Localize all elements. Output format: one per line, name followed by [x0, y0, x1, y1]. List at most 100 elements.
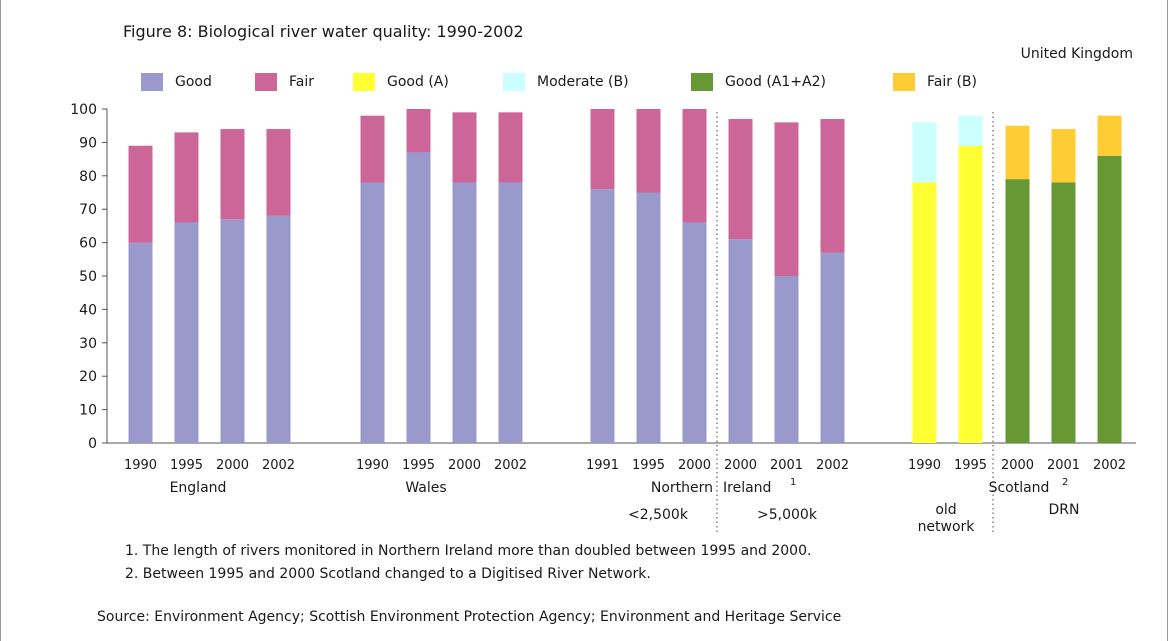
- y-tick-label: 30: [79, 336, 97, 352]
- bar-segment-fair: [636, 109, 661, 193]
- bar-segment-good: [360, 182, 385, 444]
- x-tick-label: 1990: [124, 458, 157, 473]
- x-tick-label: 2001: [770, 458, 803, 473]
- x-tick-label: 2000: [216, 458, 249, 473]
- bar-segment-fair: [498, 112, 523, 183]
- x-tick-label: 2002: [1093, 458, 1126, 473]
- legend-swatch-good: [141, 73, 163, 91]
- bar-segment-fairB: [1051, 129, 1076, 183]
- bar-segment-goodA: [912, 182, 937, 444]
- bar-segment-fair: [220, 129, 245, 220]
- sub-label-gt-5000k: >5,000k: [757, 507, 818, 523]
- bar-segment-fair: [406, 109, 431, 153]
- legend-swatch-fair: [255, 73, 277, 91]
- x-tick-label: 1995: [402, 458, 435, 473]
- bar-segment-fair: [774, 122, 799, 276]
- legend-swatch-good-a: [353, 73, 375, 91]
- bar-segment-moderateB: [958, 115, 983, 146]
- footnote-1: 1. The length of rivers monitored in Nor…: [125, 543, 812, 559]
- y-tick-label: 100: [70, 102, 97, 118]
- x-tick-label: 2001: [1047, 458, 1080, 473]
- legend-swatch-fair-b: [893, 73, 915, 91]
- x-tick-label: 2002: [816, 458, 849, 473]
- bar-segment-good: [728, 239, 753, 443]
- bar-segment-good: [220, 219, 245, 443]
- bar-segment-good: [820, 252, 845, 443]
- bar-segment-good: [774, 276, 799, 443]
- x-tick-label: 2002: [494, 458, 527, 473]
- legend-item-good: Good: [141, 71, 212, 93]
- x-tick-label: 1995: [632, 458, 665, 473]
- sub-label-drn: DRN: [1049, 502, 1080, 518]
- x-tick-label: 2000: [724, 458, 757, 473]
- y-tick-label: 10: [79, 403, 97, 419]
- y-tick-label: 60: [79, 236, 97, 252]
- legend-item-good-a1a2: Good (A1+A2): [691, 71, 826, 93]
- footnote-2: 2. Between 1995 and 2000 Scotland change…: [125, 566, 651, 582]
- bar-segment-fair: [590, 109, 615, 190]
- x-tick-label: 2000: [678, 458, 711, 473]
- y-tick-label: 0: [88, 436, 97, 452]
- bar-segment-fair: [360, 115, 385, 183]
- legend-label-fair-b: Fair (B): [927, 74, 977, 90]
- y-tick-label: 40: [79, 302, 97, 318]
- bar-segment-fairB: [1097, 115, 1122, 156]
- chart-title: Figure 8: Biological river water quality…: [123, 22, 524, 41]
- region-label: United Kingdom: [1020, 46, 1133, 62]
- bar-segment-fair: [452, 112, 477, 183]
- group-label-scotland-footnote: 2: [1062, 477, 1068, 488]
- group-label-northern: Northern: [651, 480, 713, 496]
- legend-label-good-a: Good (A): [387, 74, 449, 90]
- bar-segment-goodA: [958, 145, 983, 444]
- y-tick-label: 50: [79, 269, 97, 285]
- bar-segment-fair: [266, 129, 291, 216]
- x-tick-label: 2002: [262, 458, 295, 473]
- group-label-wales: Wales: [405, 480, 446, 496]
- x-tick-label: 1991: [586, 458, 619, 473]
- legend-label-good: Good: [175, 74, 212, 90]
- source-line: Source: Environment Agency; Scottish Env…: [97, 609, 842, 625]
- x-tick-label: 2000: [1001, 458, 1034, 473]
- bar-segment-good: [406, 152, 431, 444]
- bar-segment-good: [174, 222, 199, 443]
- legend-swatch-good-a1a2: [691, 73, 713, 91]
- y-tick-label: 20: [79, 369, 97, 385]
- legend-item-fair-b: Fair (B): [893, 71, 977, 93]
- x-tick-label: 1995: [954, 458, 987, 473]
- bar-segment-good: [128, 242, 153, 443]
- legend-swatch-moderate-b: [503, 73, 525, 91]
- legend-label-good-a1a2: Good (A1+A2): [725, 74, 826, 90]
- x-tick-label: 1995: [170, 458, 203, 473]
- bar-segment-fair: [128, 145, 153, 243]
- bar-segment-good: [266, 215, 291, 443]
- bar-segment-good: [590, 189, 615, 443]
- x-tick-label: 2000: [448, 458, 481, 473]
- legend-item-fair: Fair: [255, 71, 314, 93]
- y-tick-label: 80: [79, 169, 97, 185]
- x-tick-label: 1990: [908, 458, 941, 473]
- legend-item-moderate-b: Moderate (B): [503, 71, 629, 93]
- group-label-ni-footnote: 1: [790, 477, 796, 488]
- sub-label-network: network: [918, 519, 976, 535]
- y-tick-label: 70: [79, 202, 97, 218]
- bar-segment-good: [636, 192, 661, 443]
- y-tick-label: 90: [79, 135, 97, 151]
- bar-segment-goodA1A2: [1051, 182, 1076, 444]
- x-tick-label: 1990: [356, 458, 389, 473]
- sub-label-lt-2500k: <2,500k: [628, 507, 689, 523]
- sub-label-old: old: [935, 502, 956, 518]
- group-label-england: England: [170, 480, 227, 496]
- bar-segment-good: [682, 222, 707, 443]
- bar-segment-fair: [820, 119, 845, 253]
- group-label-ireland: Ireland: [723, 480, 771, 496]
- legend-label-moderate-b: Moderate (B): [537, 74, 629, 90]
- bar-segment-goodA1A2: [1005, 179, 1030, 443]
- bar-segment-good: [498, 182, 523, 444]
- legend-label-fair: Fair: [289, 74, 314, 90]
- bar-segment-fair: [682, 109, 707, 223]
- bar-segment-fair: [174, 132, 199, 223]
- bar-segment-goodA1A2: [1097, 155, 1122, 443]
- bar-segment-good: [452, 182, 477, 444]
